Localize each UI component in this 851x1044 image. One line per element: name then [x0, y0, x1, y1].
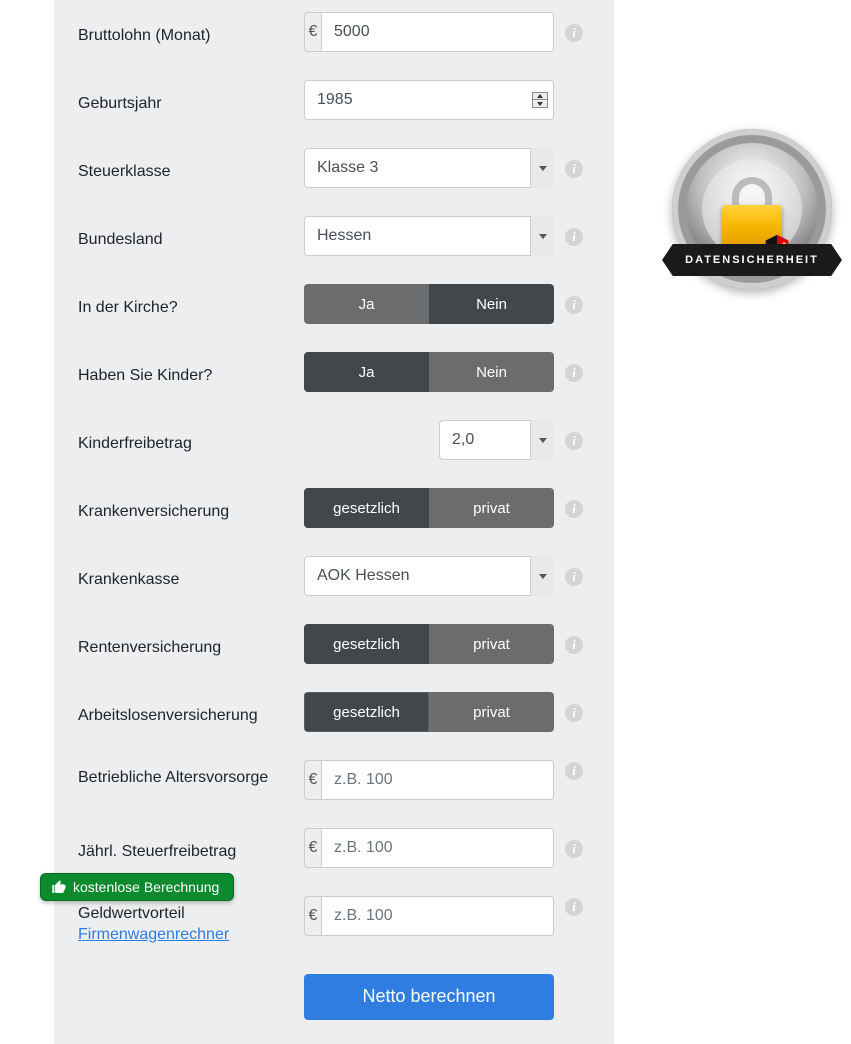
currency-addon: €: [304, 12, 321, 52]
currency-addon: €: [304, 896, 321, 936]
rv-toggle: gesetzlich privat: [304, 624, 554, 664]
kinder-toggle: Ja Nein: [304, 352, 554, 392]
netto-berechnen-button[interactable]: Netto berechnen: [304, 974, 554, 1020]
kirche-toggle: Ja Nein: [304, 284, 554, 324]
kirche-nein-button[interactable]: Nein: [429, 284, 554, 324]
kv-gesetzlich-button[interactable]: gesetzlich: [304, 488, 429, 528]
info-icon[interactable]: i: [565, 898, 583, 916]
krankenkasse-value: AOK Hessen: [304, 556, 554, 596]
rv-gesetzlich-button[interactable]: gesetzlich: [304, 624, 429, 664]
row-bundesland: Bundesland Hessen i: [78, 216, 604, 256]
row-arbeitslosenversicherung: Arbeitslosenversicherung gesetzlich priv…: [78, 692, 604, 732]
label-kirche: In der Kirche?: [78, 290, 304, 319]
year-spinner-up[interactable]: [533, 93, 547, 100]
info-icon[interactable]: i: [565, 568, 583, 586]
steuerklasse-select[interactable]: Klasse 3: [304, 148, 554, 188]
label-bruttolohn: Bruttolohn (Monat): [78, 18, 304, 47]
info-icon[interactable]: i: [565, 160, 583, 178]
info-icon[interactable]: i: [565, 762, 583, 780]
label-bundesland: Bundesland: [78, 222, 304, 251]
info-icon[interactable]: i: [565, 636, 583, 654]
row-steuerklasse: Steuerklasse Klasse 3 i: [78, 148, 604, 188]
lock-icon: [722, 177, 782, 247]
geldwertvorteil-text: Geldwertvorteil: [78, 905, 185, 922]
year-spinner: [532, 92, 548, 108]
kinderfreibetrag-value: 2,0: [439, 420, 554, 460]
firmenwagenrechner-link[interactable]: Firmenwagenrechner: [78, 926, 229, 943]
kinder-nein-button[interactable]: Nein: [429, 352, 554, 392]
bruttolohn-input-group: €: [304, 12, 554, 52]
row-kirche: In der Kirche? Ja Nein i: [78, 284, 604, 324]
currency-addon: €: [304, 828, 321, 868]
info-icon[interactable]: i: [565, 228, 583, 246]
kv-privat-button[interactable]: privat: [429, 488, 554, 528]
row-krankenversicherung: Krankenversicherung gesetzlich privat i: [78, 488, 604, 528]
label-steuerfreibetrag: Jährl. Steuerfreibetrag: [78, 834, 304, 863]
row-kinderfreibetrag: Kinderfreibetrag 2,0 i: [78, 420, 604, 460]
label-kinderfreibetrag: Kinderfreibetrag: [78, 426, 304, 455]
label-krankenversicherung: Krankenversicherung: [78, 494, 304, 523]
row-steuerfreibetrag: Jährl. Steuerfreibetrag € i: [78, 828, 604, 868]
row-geburtsjahr: Geburtsjahr: [78, 80, 604, 120]
label-krankenkasse: Krankenkasse: [78, 562, 304, 591]
security-seal: DATENSICHERHEIT: [662, 129, 842, 309]
kinder-ja-button[interactable]: Ja: [304, 352, 429, 392]
info-icon[interactable]: i: [565, 500, 583, 518]
kinderfreibetrag-select[interactable]: 2,0: [439, 420, 554, 460]
thumbs-up-icon: [51, 879, 67, 895]
label-arbeitslosenversicherung: Arbeitslosenversicherung: [78, 698, 304, 727]
kv-toggle: gesetzlich privat: [304, 488, 554, 528]
info-icon[interactable]: i: [565, 432, 583, 450]
row-bav: Betriebliche Altersvorsorge € i: [78, 760, 604, 800]
info-icon[interactable]: i: [565, 364, 583, 382]
currency-addon: €: [304, 760, 321, 800]
alv-toggle: gesetzlich privat: [304, 692, 554, 732]
row-bruttolohn: Bruttolohn (Monat) € i: [78, 12, 604, 52]
info-icon[interactable]: i: [565, 704, 583, 722]
rv-privat-button[interactable]: privat: [429, 624, 554, 664]
info-icon[interactable]: i: [565, 24, 583, 42]
promo-badge[interactable]: kostenlose Berechnung: [40, 873, 234, 901]
year-spinner-down[interactable]: [533, 100, 547, 107]
info-icon[interactable]: i: [565, 840, 583, 858]
promo-text: kostenlose Berechnung: [73, 879, 219, 895]
label-geburtsjahr: Geburtsjahr: [78, 86, 304, 115]
bundesland-value: Hessen: [304, 216, 554, 256]
geldwertvorteil-input[interactable]: [321, 896, 554, 936]
label-steuerklasse: Steuerklasse: [78, 154, 304, 183]
bundesland-select[interactable]: Hessen: [304, 216, 554, 256]
geburtsjahr-input[interactable]: [304, 80, 554, 120]
label-bav: Betriebliche Altersvorsorge: [78, 760, 304, 789]
label-rentenversicherung: Rentenversicherung: [78, 630, 304, 659]
steuerklasse-value: Klasse 3: [304, 148, 554, 188]
row-krankenkasse: Krankenkasse AOK Hessen i: [78, 556, 604, 596]
krankenkasse-select[interactable]: AOK Hessen: [304, 556, 554, 596]
label-kinder: Haben Sie Kinder?: [78, 358, 304, 387]
bav-input[interactable]: [321, 760, 554, 800]
row-kinder: Haben Sie Kinder? Ja Nein i: [78, 352, 604, 392]
steuerfreibetrag-input[interactable]: [321, 828, 554, 868]
seal-ribbon: DATENSICHERHEIT: [662, 244, 842, 276]
alv-privat-button[interactable]: privat: [429, 692, 554, 732]
info-icon[interactable]: i: [565, 296, 583, 314]
bruttolohn-input[interactable]: [321, 12, 554, 52]
row-rentenversicherung: Rentenversicherung gesetzlich privat i: [78, 624, 604, 664]
kirche-ja-button[interactable]: Ja: [304, 284, 429, 324]
alv-gesetzlich-button[interactable]: gesetzlich: [304, 692, 429, 732]
